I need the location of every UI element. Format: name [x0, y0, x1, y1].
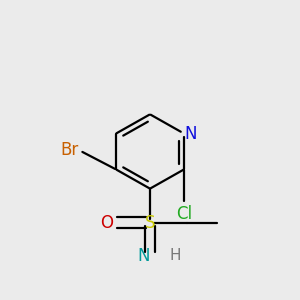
Text: Cl: Cl: [176, 205, 192, 223]
Text: S: S: [145, 214, 155, 232]
Text: H: H: [169, 248, 181, 263]
Text: Br: Br: [60, 141, 79, 159]
Text: N: N: [184, 125, 197, 143]
Text: N: N: [137, 247, 150, 265]
Text: O: O: [100, 214, 113, 232]
